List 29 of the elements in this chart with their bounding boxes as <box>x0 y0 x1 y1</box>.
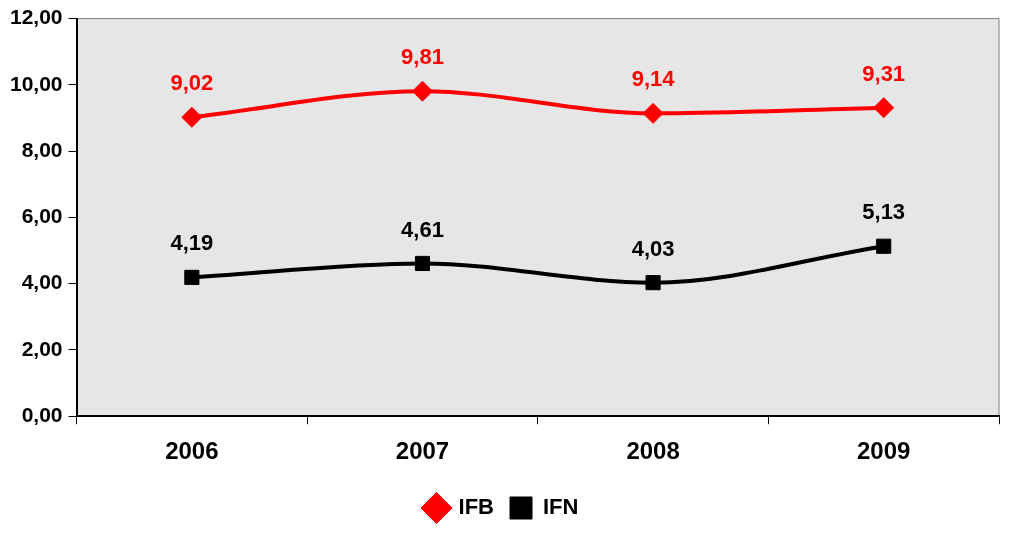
y-tick-label: 0,00 <box>21 403 63 426</box>
data-label: 5,13 <box>862 199 906 225</box>
x-tick-label: 2006 <box>165 437 219 465</box>
point <box>645 275 661 291</box>
point <box>876 238 892 254</box>
point <box>411 80 433 102</box>
legend-label: IFB <box>458 494 495 520</box>
y-tick-label: 8,00 <box>21 137 63 161</box>
point <box>873 97 895 119</box>
data-label: 4,03 <box>631 235 675 261</box>
y-tick-label: 2,00 <box>21 336 63 360</box>
y-tick-label: 12,00 <box>9 5 63 29</box>
data-label: 9,02 <box>170 70 214 96</box>
data-label: 4,61 <box>401 216 444 242</box>
data-label: 9,81 <box>401 44 444 70</box>
point <box>414 255 431 272</box>
data-label: 9,31 <box>862 60 906 86</box>
data-label: 9,14 <box>631 66 676 92</box>
x-tick-label: 2007 <box>395 437 450 465</box>
x-tick-label: 2008 <box>626 437 680 465</box>
y-tick-label: 4,00 <box>21 270 63 294</box>
point <box>642 102 664 124</box>
x-tick-label: 2009 <box>857 437 911 465</box>
point <box>181 106 203 128</box>
data-label: 4,19 <box>170 230 214 256</box>
point <box>184 269 200 285</box>
y-tick-label: 10,00 <box>9 71 63 95</box>
y-tick-label: 6,00 <box>21 204 63 228</box>
legend-label: IFN <box>543 494 579 520</box>
